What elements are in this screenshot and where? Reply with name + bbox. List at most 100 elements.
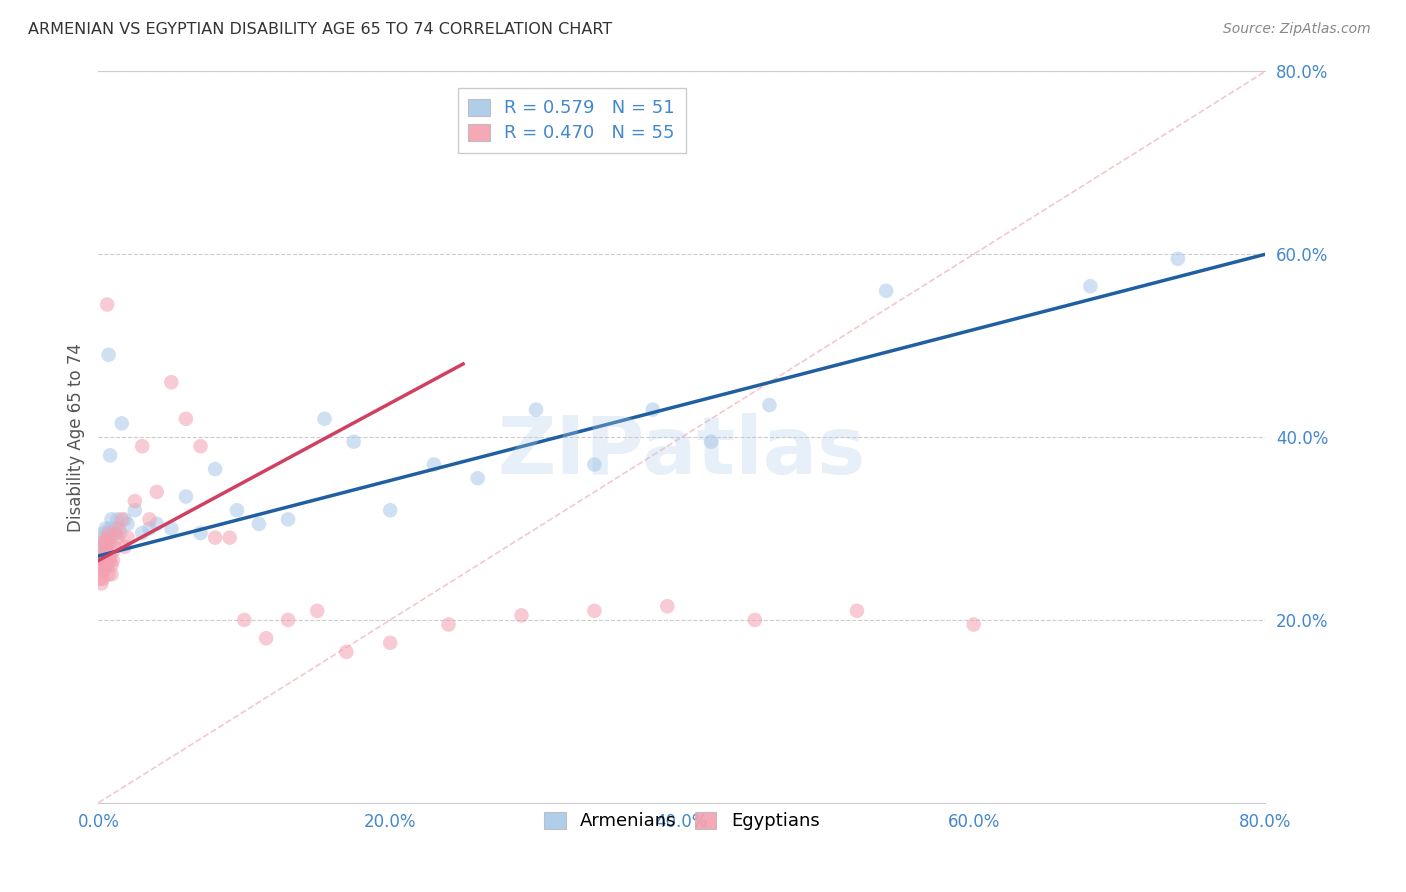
- Point: [174, 412, 197, 426]
- Point: [93, 535, 115, 549]
- Point: [110, 526, 132, 541]
- Point: [160, 521, 183, 535]
- Point: [114, 512, 136, 526]
- Point: [91, 544, 114, 558]
- Point: [138, 521, 160, 535]
- Point: [124, 503, 146, 517]
- Point: [314, 412, 336, 426]
- Point: [962, 617, 984, 632]
- Point: [98, 521, 121, 535]
- Point: [94, 535, 117, 549]
- Point: [98, 535, 121, 549]
- Point: [100, 558, 122, 573]
- Point: [91, 558, 114, 573]
- Point: [93, 549, 115, 563]
- Point: [98, 448, 121, 462]
- Point: [437, 617, 460, 632]
- Point: [101, 544, 124, 558]
- Point: [93, 526, 115, 541]
- Point: [91, 572, 114, 586]
- Point: [97, 526, 120, 541]
- Point: [96, 549, 118, 563]
- Text: ARMENIAN VS EGYPTIAN DISABILITY AGE 65 TO 74 CORRELATION CHART: ARMENIAN VS EGYPTIAN DISABILITY AGE 65 T…: [28, 22, 613, 37]
- Point: [93, 540, 115, 554]
- Point: [467, 471, 489, 485]
- Point: [101, 526, 124, 541]
- Point: [131, 526, 153, 541]
- Point: [277, 613, 299, 627]
- Point: [758, 398, 780, 412]
- Point: [380, 636, 402, 650]
- Point: [524, 402, 547, 417]
- Point: [97, 535, 120, 549]
- Point: [91, 535, 114, 549]
- Point: [93, 549, 115, 563]
- Point: [91, 553, 114, 567]
- Point: [105, 531, 128, 545]
- Point: [131, 439, 153, 453]
- Point: [89, 549, 111, 563]
- Point: [111, 512, 134, 526]
- Point: [233, 613, 256, 627]
- Point: [96, 558, 118, 573]
- Point: [111, 417, 134, 431]
- Point: [89, 572, 111, 586]
- Point: [103, 526, 125, 541]
- Point: [103, 540, 125, 554]
- Point: [90, 563, 112, 577]
- Point: [583, 604, 606, 618]
- Point: [218, 531, 240, 545]
- Point: [254, 632, 277, 646]
- Point: [700, 434, 723, 449]
- Point: [380, 503, 402, 517]
- Point: [90, 576, 112, 591]
- Point: [307, 604, 329, 618]
- Point: [100, 567, 122, 582]
- Point: [146, 485, 169, 500]
- Point: [90, 558, 112, 573]
- Point: [91, 531, 114, 545]
- Point: [97, 567, 120, 582]
- Point: [94, 553, 117, 567]
- Point: [104, 526, 127, 541]
- Point: [94, 540, 117, 554]
- Point: [117, 531, 139, 545]
- Point: [90, 540, 112, 554]
- Point: [190, 439, 212, 453]
- Point: [114, 540, 136, 554]
- Point: [105, 512, 128, 526]
- Point: [204, 531, 226, 545]
- Y-axis label: Disability Age 65 to 74: Disability Age 65 to 74: [66, 343, 84, 532]
- Point: [641, 402, 664, 417]
- Point: [117, 516, 139, 531]
- Point: [335, 645, 357, 659]
- Point: [90, 549, 112, 563]
- Point: [423, 458, 446, 472]
- Point: [583, 458, 606, 472]
- Point: [89, 558, 111, 573]
- Point: [343, 434, 366, 449]
- Point: [96, 535, 118, 549]
- Point: [190, 526, 212, 541]
- Point: [97, 348, 120, 362]
- Point: [94, 521, 117, 535]
- Point: [146, 516, 169, 531]
- Point: [875, 284, 897, 298]
- Point: [226, 503, 249, 517]
- Point: [247, 516, 270, 531]
- Point: [108, 521, 131, 535]
- Point: [1080, 279, 1102, 293]
- Point: [104, 521, 127, 535]
- Point: [846, 604, 869, 618]
- Point: [657, 599, 679, 614]
- Text: ZIPatlas: ZIPatlas: [498, 413, 866, 491]
- Text: Source: ZipAtlas.com: Source: ZipAtlas.com: [1223, 22, 1371, 37]
- Point: [94, 544, 117, 558]
- Point: [204, 462, 226, 476]
- Point: [98, 553, 121, 567]
- Point: [744, 613, 766, 627]
- Point: [96, 531, 118, 545]
- Point: [93, 563, 115, 577]
- Point: [96, 297, 118, 311]
- Point: [510, 608, 533, 623]
